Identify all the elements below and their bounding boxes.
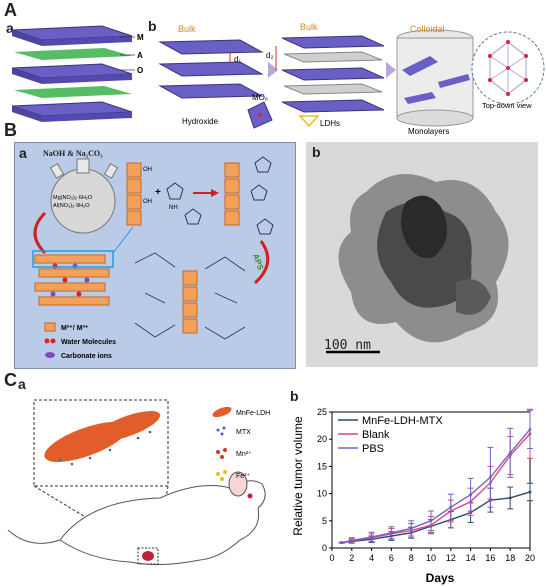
ldhs-caption: LDHs [320,119,340,128]
oh-label-2: OH [143,199,152,205]
hydroxide-bulk [158,39,264,99]
panel-c-sub-a: a [18,376,26,392]
tem-image: b 100 nm [306,142,538,367]
tumor [142,551,154,561]
hydroxide-column [126,162,142,226]
y-tick-label-1: 5 [322,516,327,526]
panel-a-sub-b: b [148,18,157,34]
x-tick-label-6: 12 [446,553,456,563]
chart-x-axis-label: Days [426,571,455,585]
nh-label: NH [169,205,178,211]
layer-label-m: M [137,33,144,42]
x-tick-label-1: 2 [349,553,354,563]
data-point-pbs-1 [350,538,354,542]
synthesis-scheme: a NaOH & Na₂CO₃ Mg(NO₃)₂·6H₂O Al(NO₃)₃·9… [14,142,296,369]
legend-label-pbs: PBS [362,443,384,455]
polymer-column [134,252,246,340]
x-tick-label-2: 4 [369,553,374,563]
reagent-label: NaOH & Na₂CO₃ [43,149,103,158]
ldh-sheet-2 [95,411,161,441]
intercalated-column [184,156,274,235]
legend-mn: Mn²⁺ [236,451,252,458]
legend-carbonate-ions: Carbonate ions [61,353,112,360]
flask-line-2: Al(NO₃)₃·9H₂O [53,203,90,209]
mouse-body [59,480,266,566]
x-tick-label-4: 8 [409,553,414,563]
ldh-bulk [281,35,385,113]
tumor-volume-chart: 0 2 4 6 8 10 12 14 16 18 20 0 5 10 15 20 25 MnFe-LDH-MTX… [291,407,535,585]
data-point-pbs-8 [489,475,492,479]
data-point-pbs-3 [390,531,393,535]
flask-line-1: Mg(NO₃)₂·6H₂O [53,195,93,201]
synthesis-drawing: Mg(NO₃)₂·6H₂O Al(NO₃)₃·9H₂O OH OH + NH [32,156,274,360]
bulk-label-1: Bulk [178,24,196,34]
panel-b-sub-a: a [19,145,27,161]
panel-c-sub-b: b [290,388,299,404]
legend-label-mnfe-ldh-mtx: MnFe-LDH-MTX [362,415,443,427]
data-point-mnfe-ldh-mtx-10 [528,490,532,494]
scalebar-label: 100 nm [324,338,371,353]
data-point-mnfe-ldh-mtx-9 [508,496,512,500]
legend-mtx: MTX [236,429,251,436]
mouse-tail [7,529,61,544]
panel-b-label: B [4,120,17,140]
data-point-pbs-0 [340,541,344,544]
y-tick-label-0: 0 [322,543,327,553]
x-tick-label-3: 6 [389,553,394,563]
data-point-pbs-2 [370,535,373,539]
legend-water-molecules: Water Molecules [61,339,116,346]
mo6-octahedron [247,101,273,129]
top-down-lattice [471,31,545,105]
x-tick-label-8: 16 [485,553,495,563]
oh-label-1: OH [143,167,152,173]
y-tick-label-4: 20 [317,434,327,444]
d2-label: d₂ [266,51,274,60]
legend-fe: Fe³⁺ [236,473,251,480]
monolayers-caption: Monolayers [408,127,449,136]
bulk-label-2: Bulk [300,22,318,32]
legend-metal-ions: M²⁺/ M³⁺ [61,325,89,332]
y-tick-label-2: 10 [317,489,327,499]
mo6-label: MO₆ [252,93,268,102]
d1-label: d₁ [234,55,241,64]
y-tick-label-3: 15 [317,461,327,471]
x-tick-label-0: 0 [329,553,334,563]
layer-label-a: A [137,51,143,60]
aps-label: APS [251,253,265,272]
legend-mnfe-ldh: MnFe-LDH [236,410,270,417]
x-tick-label-7: 14 [466,553,476,563]
colloidal-label: Colloidal [410,24,445,34]
colloidal-beaker [396,29,474,127]
data-point-pbs-5 [429,519,433,523]
hydroxide-layer-stack [11,25,133,122]
hydroxide-caption: Hydroxide [182,117,219,126]
top-down-caption: Top-down view [482,101,532,110]
panel-b-sub-b: b [312,144,321,160]
mouse-eye [247,493,253,499]
panel-a-sub-a: a [6,20,14,36]
chart-y-axis-label: Relative tumor volume [291,416,305,536]
panel-c-label: C [4,370,17,390]
x-tick-label-5: 10 [426,553,436,563]
y-tick-label-5: 25 [317,407,327,417]
x-tick-label-9: 18 [505,553,515,563]
layer-label-o: O [137,66,143,75]
mouse-ear [228,471,248,497]
data-point-pbs-7 [469,493,472,497]
mouse-illustration: MnFe-LDH MTX Mn²⁺ Fe³⁺ [7,399,270,566]
x-tick-label-10: 20 [525,553,535,563]
ldh-block-stack [34,254,110,306]
data-point-pbs-4 [409,527,413,530]
svg-text:+: + [155,187,161,198]
data-point-pbs-10 [528,428,532,431]
data-point-pbs-9 [508,451,512,455]
panel-a-label: A [4,0,17,20]
data-point-pbs-6 [449,505,453,509]
layered-structure-diagram: M A O Bulk d₁ Hydroxide MO₆ Bulk d₂ LDHs… [11,22,545,136]
tem-micrograph [306,142,538,367]
legend-label-blank: Blank [362,429,390,441]
